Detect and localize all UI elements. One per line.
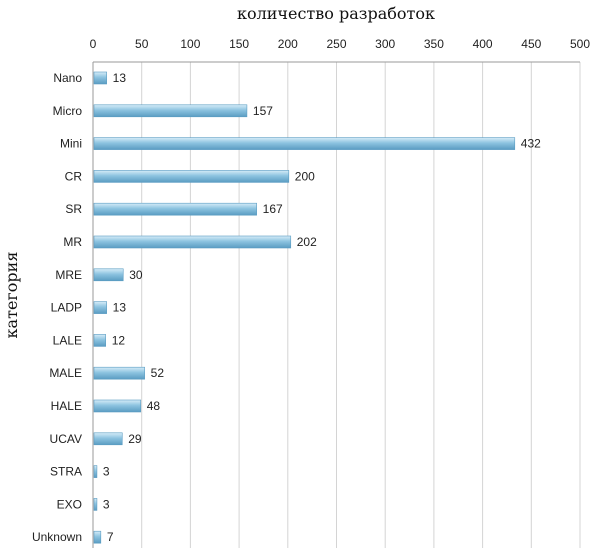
data-label: 167	[263, 202, 283, 216]
category-label: CR	[65, 169, 83, 183]
x-tick-label: 300	[375, 37, 395, 51]
x-tick-label: 100	[180, 37, 200, 51]
category-label: Nano	[53, 71, 82, 85]
data-label: 432	[521, 137, 541, 151]
bar	[93, 334, 106, 347]
x-tick-label: 50	[135, 37, 149, 51]
category-label: HALE	[51, 399, 82, 413]
data-label: 13	[113, 301, 127, 315]
x-tick-label: 150	[229, 37, 249, 51]
bar	[93, 530, 102, 544]
bar	[93, 366, 145, 380]
x-axis-title: количество разработок	[237, 4, 435, 23]
x-tick-labels: 0 50 100 150 200 250 300 350 400 450 500	[90, 37, 591, 51]
x-tick-label: 450	[521, 37, 541, 51]
gridlines	[92, 61, 581, 548]
data-label: 29	[128, 432, 142, 446]
x-tick-label: 500	[570, 37, 590, 51]
bar	[93, 268, 124, 282]
data-label: 48	[147, 399, 161, 413]
category-label: MRE	[55, 268, 82, 282]
bar	[93, 104, 248, 118]
category-label: SR	[65, 202, 82, 216]
category-label: STRA	[50, 465, 82, 479]
x-tick-label: 250	[326, 37, 346, 51]
data-label: 12	[112, 333, 126, 347]
data-label: 30	[129, 268, 143, 282]
data-label: 13	[113, 71, 127, 85]
bar	[93, 432, 123, 446]
category-label: MALE	[49, 366, 82, 380]
bar	[93, 498, 98, 511]
data-label: 7	[107, 530, 114, 544]
bar	[93, 202, 257, 216]
bar	[93, 170, 290, 183]
x-tick-label: 350	[424, 37, 444, 51]
category-label: LALE	[53, 333, 82, 347]
category-label: MR	[63, 235, 82, 249]
x-tick-label: 400	[473, 37, 493, 51]
category-labels: Nano Micro Mini CR SR MR MRE LADP LALE MALE HALE UC…	[32, 71, 82, 544]
bar	[93, 465, 98, 478]
x-tick-label: 0	[90, 37, 97, 51]
bar	[93, 71, 107, 85]
data-label: 157	[253, 104, 273, 118]
value-labels: 13 157 432 200 167 202 30 13 12 52 48 29 3 3 7	[103, 71, 541, 544]
data-label: 3	[103, 465, 110, 479]
y-axis-title: категория	[2, 252, 21, 339]
bars	[93, 71, 516, 544]
category-label: Micro	[53, 104, 83, 118]
bar	[93, 137, 516, 150]
x-tick-label: 200	[278, 37, 298, 51]
data-label: 52	[151, 366, 165, 380]
bar	[93, 399, 142, 413]
data-label: 202	[297, 235, 317, 249]
bar	[93, 301, 107, 314]
category-label: LADP	[51, 301, 82, 315]
category-label: UCAV	[50, 432, 82, 446]
category-label: Mini	[60, 137, 82, 151]
bar	[93, 235, 292, 249]
data-label: 200	[295, 169, 315, 183]
category-label: Unknown	[32, 530, 82, 544]
data-label: 3	[103, 497, 110, 511]
category-label: EXO	[57, 497, 82, 511]
